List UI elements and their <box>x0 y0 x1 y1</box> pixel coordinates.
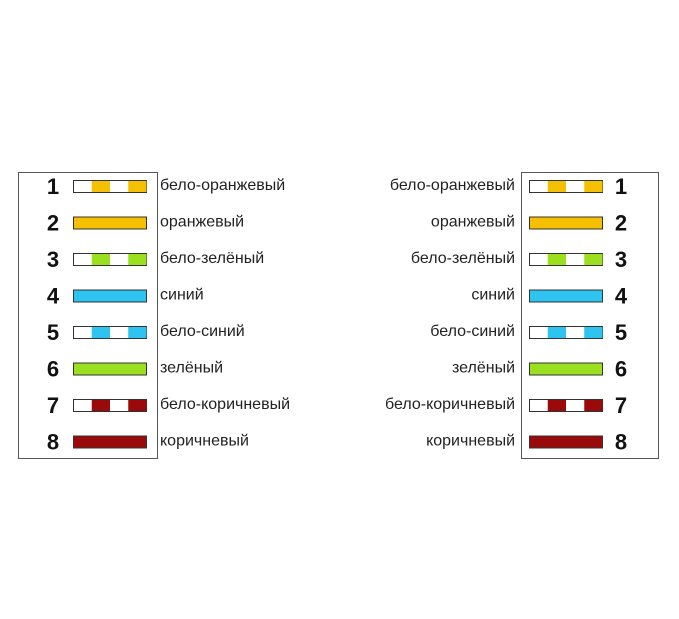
wire-label: синий <box>471 287 515 304</box>
wire-label: синий <box>160 287 204 304</box>
wire-stripe <box>91 254 110 265</box>
wire-label: бело-коричневый <box>160 396 290 413</box>
wire-label: бело-зелёный <box>411 250 515 267</box>
wire-stripe <box>128 181 147 192</box>
pin-number: 3 <box>47 247 59 272</box>
pin-number: 6 <box>615 356 627 381</box>
wire-label: коричневый <box>160 433 249 450</box>
wire-label: оранжевый <box>160 214 244 231</box>
wire-label: бело-зелёный <box>160 250 264 267</box>
wire-stripe <box>584 254 603 265</box>
wire-label: зелёный <box>452 360 515 377</box>
wire <box>529 289 603 303</box>
pin-number: 5 <box>615 320 627 345</box>
pin-number: 8 <box>47 429 59 454</box>
pin-number: 3 <box>615 247 627 272</box>
pin-number: 7 <box>615 393 627 418</box>
pin-number: 7 <box>47 393 59 418</box>
wire-stripe <box>128 254 147 265</box>
wire-label: бело-синий <box>430 323 515 340</box>
pin-number: 1 <box>615 174 627 199</box>
pin-number: 4 <box>615 283 628 308</box>
wire <box>73 289 147 303</box>
wire-stripe <box>584 327 603 338</box>
pin-number: 4 <box>47 283 60 308</box>
wire-label: бело-оранжевый <box>390 177 515 194</box>
wire-stripe <box>547 327 566 338</box>
wire-label: бело-оранжевый <box>160 177 285 194</box>
wire-stripe <box>91 181 110 192</box>
wire <box>529 216 603 230</box>
wire <box>73 216 147 230</box>
wire-label: коричневый <box>426 433 515 450</box>
wire-stripe <box>584 400 603 411</box>
pin-number: 1 <box>47 174 59 199</box>
wire-label: бело-синий <box>160 323 245 340</box>
wire-stripe <box>128 327 147 338</box>
wire <box>529 435 603 449</box>
wire-stripe <box>547 254 566 265</box>
wire-stripe <box>128 400 147 411</box>
pin-number: 6 <box>47 356 59 381</box>
pin-number: 2 <box>47 210 59 235</box>
left-connector-box <box>18 172 158 459</box>
wire <box>73 435 147 449</box>
wire-stripe <box>91 327 110 338</box>
wire-stripe <box>584 181 603 192</box>
wire-label: бело-коричневый <box>385 396 515 413</box>
right-connector-box <box>521 172 659 459</box>
wire-label: зелёный <box>160 360 223 377</box>
wire-stripe <box>91 400 110 411</box>
wire-stripe <box>547 400 566 411</box>
wire <box>529 362 603 376</box>
pin-number: 2 <box>615 210 627 235</box>
wire <box>73 362 147 376</box>
wire-stripe <box>547 181 566 192</box>
wire-label: оранжевый <box>431 214 515 231</box>
pin-number: 8 <box>615 429 627 454</box>
pin-number: 5 <box>47 320 59 345</box>
